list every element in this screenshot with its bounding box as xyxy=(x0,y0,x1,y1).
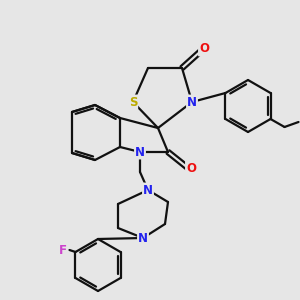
Text: S: S xyxy=(129,95,137,109)
Text: N: N xyxy=(143,184,153,196)
Text: O: O xyxy=(186,161,196,175)
Text: N: N xyxy=(135,146,145,158)
Text: N: N xyxy=(138,232,148,244)
Text: F: F xyxy=(58,244,67,256)
Text: N: N xyxy=(187,95,197,109)
Text: O: O xyxy=(199,43,209,56)
